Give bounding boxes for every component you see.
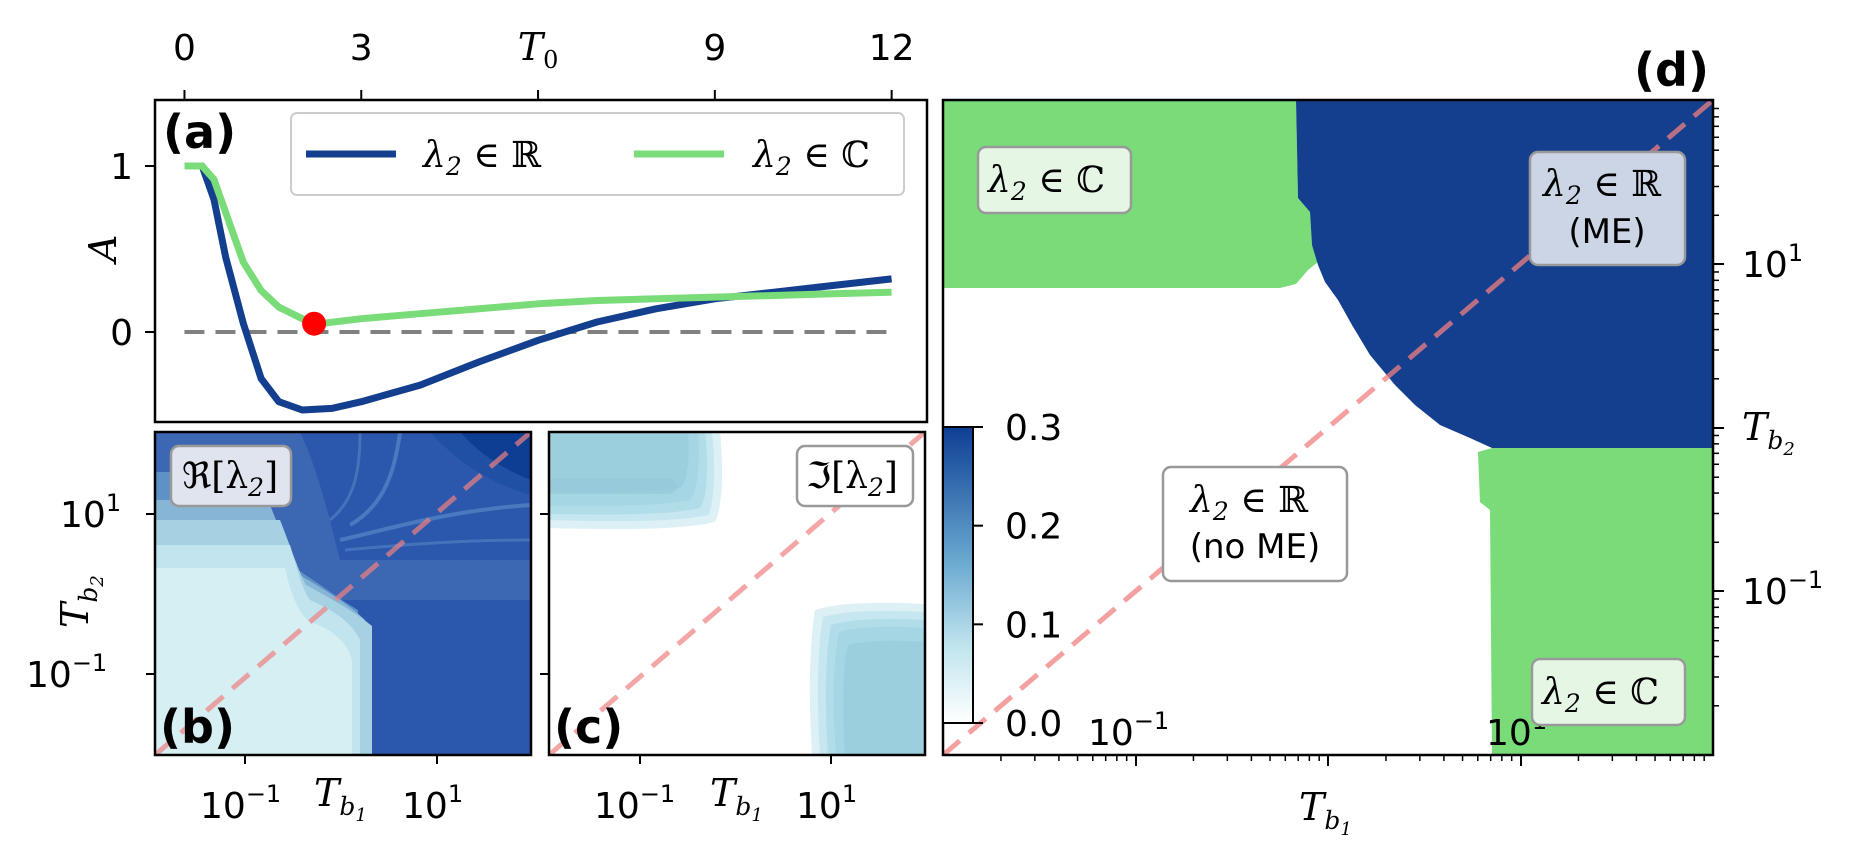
panel-c-xtick-1: 10−1 — [594, 780, 675, 827]
panel-d-box-complex-top: λ2 ∈ ℂ — [976, 145, 1133, 215]
panel-a-y-tick-label: 0 — [110, 313, 133, 354]
panel-b-heatmap — [155, 432, 531, 755]
panel-a-top-tick-label: 3 — [350, 28, 373, 69]
panel-a-y-ticks: 10 — [110, 147, 155, 354]
panel-b-letter: (b) — [160, 700, 235, 754]
panel-d-ylabel: Tb2 — [1742, 405, 1795, 460]
panel-b-label-box: ℜ[λ2] — [169, 444, 293, 508]
panel-d-box-real-me: λ2 ∈ ℝ (ME) — [1528, 150, 1687, 267]
svg-text:(ME): (ME) — [1568, 212, 1645, 252]
panel-a-y-tick-label: 1 — [110, 147, 133, 188]
panel-b: 101 10−1 10−1 101 Tb1 Tb2 ℜ[λ2] (b) — [26, 430, 533, 827]
panel-b-xlabel: Tb1 — [314, 771, 367, 826]
panel-b-ylabel: Tb2 — [53, 575, 108, 628]
panel-a-letter: (a) — [163, 105, 236, 159]
svg-text:λ2 ∈ ℂ: λ2 ∈ ℂ — [986, 160, 1105, 206]
colorbar-tick-label: 0.3 — [1005, 408, 1062, 449]
svg-text:λ2 ∈ ℝ: λ2 ∈ ℝ — [1188, 480, 1309, 526]
legend-real-label: λ2 ∈ ℝ — [421, 135, 542, 181]
colorbar-tick-label: 0.0 — [1005, 704, 1062, 745]
panel-c-xlabel: Tb1 — [710, 771, 763, 826]
panel-a-legend: λ2 ∈ ℝ λ2 ∈ ℂ — [290, 112, 905, 196]
panel-d-letter: (d) — [1634, 43, 1709, 97]
panel-a-top-tick-label: 0 — [173, 28, 196, 69]
panel-d: 10−1 101 Tb1 101 10−1 Tb2 (d) λ2 ∈ ℂ λ2 … — [941, 43, 1823, 840]
colorbar-tick-label: 0.2 — [1005, 507, 1062, 548]
panel-b-ytick-1: 101 — [60, 489, 121, 536]
colorbar-gradient — [943, 427, 973, 723]
panel-b-ytick-2: 10−1 — [26, 649, 107, 696]
panel-b-frame — [153, 430, 533, 757]
panel-b-xtick-2: 101 — [402, 780, 463, 827]
colorbar: 0.3 0.2 0.1 0.0 — [942, 408, 1062, 745]
colorbar-ticks: 0.3 0.2 0.1 0.0 — [973, 408, 1062, 745]
panel-a-top-tick-label: T0 — [518, 25, 559, 74]
panel-a-series-real — [184, 162, 892, 414]
panel-d-minor-ticks — [1000, 107, 1719, 761]
panel-c-letter: (c) — [554, 700, 623, 754]
panel-a: 0 3 T0 9 12 10 (a) A λ2 ∈ ℝ λ2 ∈ ℂ — [81, 25, 929, 424]
panel-d-xtick-1: 10−1 — [1088, 707, 1169, 754]
panel-b-xtick-1: 10−1 — [200, 780, 281, 827]
svg-text:ℑ[λ2]: ℑ[λ2] — [806, 456, 898, 502]
panel-d-box-real-no-me: λ2 ∈ ℝ (no ME) — [1161, 465, 1349, 583]
panel-c-label-box: ℑ[λ2] — [795, 444, 915, 508]
panel-a-top-tick-label: 12 — [869, 28, 915, 69]
legend-complex-label: λ2 ∈ ℂ — [751, 135, 870, 181]
panel-a-frame — [153, 98, 929, 424]
panel-c-frame — [547, 430, 927, 757]
panel-a-marker — [302, 311, 327, 336]
colorbar-tick-label: 0.1 — [1005, 605, 1062, 646]
panel-d-ytick-2: 10−1 — [1742, 566, 1823, 613]
panel-d-ytick-1: 101 — [1742, 239, 1803, 286]
panel-b-diagonal — [155, 432, 531, 755]
panel-a-top-ticks: 0 3 T0 9 12 — [173, 25, 915, 100]
svg-text:λ2 ∈ ℂ: λ2 ∈ ℂ — [1540, 672, 1659, 718]
svg-text:λ2 ∈ ℝ: λ2 ∈ ℝ — [1541, 164, 1662, 210]
svg-text:ℜ[λ2]: ℜ[λ2] — [182, 456, 278, 502]
panel-d-box-complex-bottom: λ2 ∈ ℂ — [1530, 657, 1687, 727]
panel-d-xlabel: Tb1 — [1299, 785, 1352, 840]
panel-c: 10−1 101 Tb1 ℑ[λ2] (c) — [540, 430, 927, 827]
svg-text:(no ME): (no ME) — [1190, 527, 1321, 567]
panel-c-heatmap — [549, 432, 925, 755]
panel-c-xtick-2: 101 — [796, 780, 857, 827]
panel-a-top-tick-label: 9 — [703, 28, 726, 69]
panel-a-ylabel: A — [81, 235, 125, 265]
panel-a-series-complex — [184, 162, 892, 328]
